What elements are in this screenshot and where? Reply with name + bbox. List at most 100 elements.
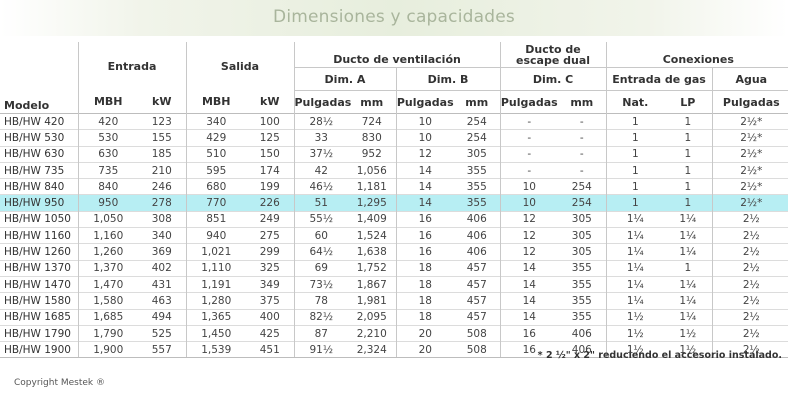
header-dim-a-mm: mm — [360, 95, 384, 109]
cell-dim-b-pulgadas: 18 — [395, 275, 454, 293]
header-dim-c-pulgadas: Pulgadas — [499, 90, 559, 114]
cell-modelo: HB/HW 1160 — [0, 227, 78, 244]
cell-modelo: HB/HW 1580 — [0, 292, 78, 310]
cell-entrada-mbh: 1,580 — [77, 292, 138, 310]
cell-entrada-kw: 525 — [138, 324, 186, 342]
cell-agua-pulgadas: 2½ — [711, 210, 788, 228]
cell-entrada-mbh: 530 — [77, 129, 138, 147]
cell-gas-nat: 1½ — [605, 324, 665, 342]
cell-dim-b-pulgadas: 18 — [395, 308, 454, 326]
cell-agua-pulgadas: 2½ — [711, 243, 788, 261]
cell-dim-c-mm: 406 — [558, 341, 607, 359]
cell-salida-mbh: 1,280 — [185, 292, 246, 310]
cell-modelo: HB/HW 1470 — [0, 275, 78, 293]
cell-salida-mbh: 1,191 — [185, 275, 246, 293]
cell-gas-lp: 1¼ — [664, 308, 713, 326]
cell-gas-lp: 1 — [664, 161, 713, 179]
cell-dim-c-mm: 406 — [558, 324, 607, 342]
cell-dim-a-pulgadas: 82½ — [293, 308, 348, 326]
table-row: HB/HW 420 420 123 340 100 28½ 724 10 254- -1 1 2½* — [0, 112, 788, 130]
cell-salida-mbh: 429 — [185, 129, 246, 147]
cell-dim-a-pulgadas: 28½ — [293, 112, 348, 130]
cell-salida-kw: 400 — [246, 308, 294, 326]
cell-dim-a-pulgadas: 60 — [293, 227, 348, 244]
cell-modelo: HB/HW 1685 — [0, 308, 78, 326]
cell-agua-pulgadas: 2½* — [711, 129, 788, 147]
cell-salida-kw: 174 — [246, 161, 294, 179]
header-dim-c-mm: mm — [570, 95, 594, 109]
copyright: Copyright Mestek ® — [14, 378, 105, 388]
table-row: HB/HW 1370 1,370 402 1,110 325 69 1,752 18 457 14… — [0, 259, 788, 277]
cell-dim-a-pulgadas: 91½ — [293, 341, 348, 359]
cell-dim-c-mm: 305 — [558, 243, 607, 261]
cell-dim-c-pulgadas: 12 — [499, 227, 559, 244]
header-entrada-kw: kW — [152, 95, 172, 109]
cell-dim-a-pulgadas: 33 — [293, 129, 348, 147]
cell-modelo: HB/HW 1790 — [0, 324, 78, 342]
cell-gas-lp: 1 — [664, 145, 713, 163]
cell-salida-mbh: 1,365 — [185, 308, 246, 326]
cell-entrada-mbh: 1,900 — [77, 341, 138, 359]
header-salida-kw: kW — [260, 95, 280, 109]
cell-agua-pulgadas: 2½ — [711, 324, 788, 342]
cell-salida-mbh: 680 — [185, 178, 246, 195]
cell-dim-c-mm: 355 — [558, 259, 607, 277]
cell-dim-a-pulgadas: 42 — [293, 161, 348, 179]
cell-modelo: HB/HW 840 — [0, 178, 78, 195]
header-agua-pulgadas: Pulgadas — [711, 90, 788, 114]
cell-dim-c-mm: - — [558, 129, 607, 147]
cell-dim-a-mm: 2,095 — [348, 308, 396, 326]
cell-dim-b-pulgadas: 14 — [395, 161, 454, 179]
cell-dim-c-pulgadas: 12 — [499, 210, 559, 228]
header-dim-c: Dim. C — [499, 67, 607, 91]
cell-modelo: HB/HW 1370 — [0, 259, 78, 277]
cell-dim-c-pulgadas: - — [499, 112, 559, 130]
cell-dim-b-mm: 254 — [454, 112, 501, 130]
cell-dim-b-pulgadas: 16 — [395, 243, 454, 261]
cell-gas-nat: 1½ — [605, 341, 665, 359]
cell-dim-c-pulgadas: 10 — [499, 178, 559, 195]
cell-dim-b-pulgadas: 18 — [395, 292, 454, 310]
table-row: HB/HW 1470 1,470 431 1,191 349 73½ 1,867 18 457 1… — [0, 275, 788, 293]
cell-agua-pulgadas: 2½* — [711, 178, 788, 195]
cell-dim-c-pulgadas: - — [499, 129, 559, 147]
cell-salida-kw: 275 — [246, 227, 294, 244]
cell-gas-nat: 1 — [605, 112, 665, 130]
cell-gas-nat: 1¼ — [605, 259, 665, 277]
cell-salida-mbh: 595 — [185, 161, 246, 179]
cell-dim-b-mm: 406 — [454, 227, 501, 244]
specifications-table: Modelo Entrada Salida Ducto de ventilaci… — [0, 42, 788, 359]
table-row: HB/HW 735 735 210 595 174 42 1,056 14 355- -1 1 2½* — [0, 161, 788, 179]
cell-dim-c-pulgadas: - — [499, 161, 559, 179]
cell-entrada-kw: 210 — [138, 161, 186, 179]
cell-gas-lp: 1½ — [664, 341, 713, 359]
cell-dim-b-pulgadas: 16 — [395, 210, 454, 228]
cell-salida-kw: 226 — [246, 194, 294, 212]
cell-dim-a-pulgadas: 73½ — [293, 275, 348, 293]
cell-entrada-kw: 155 — [138, 129, 186, 147]
cell-gas-nat: 1 — [605, 194, 665, 212]
cell-gas-lp: 1¼ — [664, 243, 713, 261]
cell-entrada-kw: 402 — [138, 259, 186, 277]
cell-entrada-mbh: 1,370 — [77, 259, 138, 277]
header-entrada-gas: Entrada de gas — [605, 67, 713, 91]
table-row: HB/HW 1260 1,260 369 1,021 299 64½ 1,638 16 406 1… — [0, 243, 788, 261]
cell-dim-b-mm: 254 — [454, 129, 501, 147]
cell-salida-kw: 425 — [246, 324, 294, 342]
cell-dim-a-mm: 952 — [348, 145, 396, 163]
cell-dim-b-mm: 457 — [454, 259, 501, 277]
cell-salida-kw: 349 — [246, 275, 294, 293]
cell-gas-nat: 1½ — [605, 308, 665, 326]
cell-dim-b-pulgadas: 20 — [395, 341, 454, 359]
cell-dim-b-mm: 508 — [454, 341, 501, 359]
cell-dim-a-pulgadas: 64½ — [293, 243, 348, 261]
cell-dim-b-mm: 406 — [454, 210, 501, 228]
cell-gas-lp: 1¼ — [664, 227, 713, 244]
cell-entrada-mbh: 1,790 — [77, 324, 138, 342]
cell-salida-mbh: 851 — [185, 210, 246, 228]
cell-agua-pulgadas: 2½ — [711, 292, 788, 310]
header-entrada: Entrada — [77, 42, 186, 91]
cell-dim-c-mm: 305 — [558, 210, 607, 228]
cell-salida-mbh: 1,021 — [185, 243, 246, 261]
cell-entrada-mbh: 1,470 — [77, 275, 138, 293]
